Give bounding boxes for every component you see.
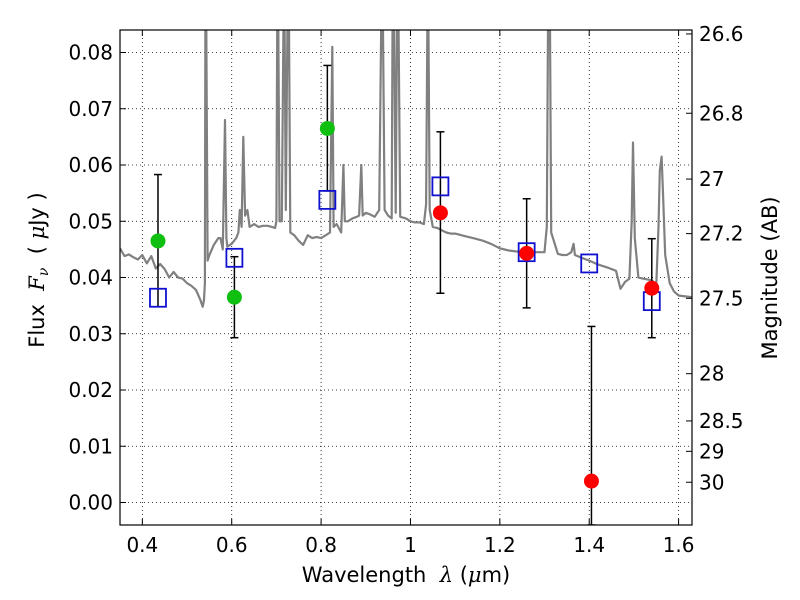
model-spectrum-line: [120, 30, 692, 308]
y2-axis-label: Magnitude (AB): [758, 196, 782, 359]
y2-tick-label: 26.8: [699, 101, 744, 125]
y-tick-label: 0.00: [68, 491, 113, 515]
observed-flux-point: [319, 120, 335, 136]
observed-flux-point: [432, 205, 448, 221]
observed-photometry-layer: [150, 120, 660, 489]
x-tick-label: 0.8: [305, 533, 337, 557]
observed-flux-point: [519, 245, 535, 261]
y-axis-ticks: 0.00 0.01 0.02 0.03 0.04 0.05 0.06 0.07 0.08: [68, 41, 126, 515]
observed-flux-point: [583, 473, 599, 489]
x-tick-label: 0.6: [216, 533, 248, 557]
y2-tick-label: 27: [699, 167, 724, 191]
y-tick-label: 0.05: [68, 209, 113, 233]
y2-axis-ticks: 26.6 26.8 27 27.2 27.5 28 28.5 29 30: [686, 22, 744, 494]
x-tick-label: 1.2: [484, 533, 516, 557]
y-tick-label: 0.01: [68, 434, 113, 458]
model-spectrum-layer: [120, 30, 692, 308]
model-photometry-square: [225, 247, 244, 268]
observed-flux-point: [150, 233, 166, 249]
y2-tick-label: 27.5: [699, 286, 744, 310]
y-tick-label: 0.02: [68, 378, 113, 402]
observed-flux-point: [226, 289, 242, 305]
y-tick-label: 0.08: [68, 41, 113, 65]
x-axis-label: Wavelength λ (μm): [302, 563, 510, 587]
y2-tick-label: 30: [699, 470, 724, 494]
observed-flux-point: [644, 280, 660, 296]
grid: [120, 30, 692, 525]
x-tick-label: 1.6: [663, 533, 695, 557]
y2-tick-label: 27.2: [699, 222, 744, 246]
x-tick-label: 1: [404, 533, 417, 557]
y-tick-label: 0.04: [68, 266, 113, 290]
model-photometry-layer: [149, 176, 661, 312]
x-tick-label: 1.4: [573, 533, 605, 557]
y-tick-label: 0.06: [68, 153, 113, 177]
y2-tick-label: 28.5: [699, 409, 744, 433]
x-tick-label: 0.4: [126, 533, 158, 557]
model-photometry-square: [431, 176, 450, 197]
y2-tick-label: 26.6: [699, 22, 744, 46]
x-axis-ticks: 0.4 0.6 0.8 1 1.2 1.4 1.6: [126, 30, 695, 557]
model-photometry-square: [318, 189, 337, 210]
y-tick-label: 0.07: [68, 97, 113, 121]
model-photometry-square: [580, 253, 599, 274]
y2-tick-label: 28: [699, 362, 724, 386]
model-photometry-square: [517, 242, 536, 263]
y2-tick-label: 29: [699, 439, 724, 463]
model-photometry-square: [149, 287, 167, 308]
y-axis-label: Flux Fν ( μJy ): [25, 192, 52, 347]
y-tick-label: 0.03: [68, 322, 113, 346]
